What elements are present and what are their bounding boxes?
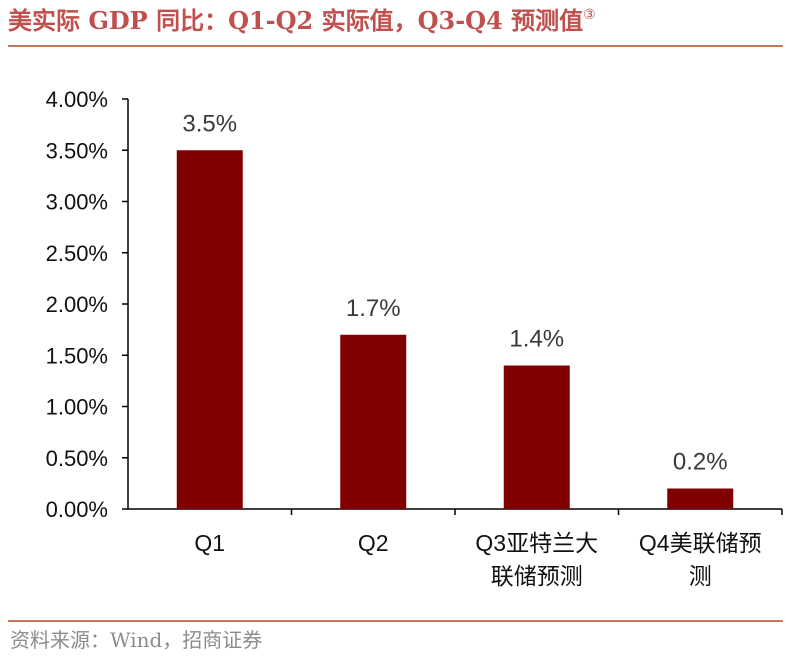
bars [176,150,734,509]
y-tick-label: 4.00% [46,87,108,112]
category-label: Q2 [358,530,389,556]
title-rule [8,45,783,47]
chart-title-note-mark: ③ [583,7,596,23]
y-tick-label: 3.00% [46,190,108,215]
data-label: 1.7% [346,295,401,322]
y-tick-label: 0.50% [46,446,108,471]
bar [176,150,243,509]
chart-title-text: 美实际 GDP 同比：Q1-Q2 实际值，Q3-Q4 预测值 [8,6,584,35]
bar [667,488,734,509]
bar [340,334,407,509]
chart-title: 美实际 GDP 同比：Q1-Q2 实际值，Q3-Q4 预测值③ [8,4,596,38]
data-label: 0.2% [673,449,728,476]
bar [503,365,570,509]
category-label: 测 [689,563,712,589]
category-label: Q4美联储预 [639,530,762,556]
source-note: 资料来源：Wind，招商证券 [10,628,263,652]
y-tick-label: 3.50% [46,138,108,163]
y-tick-label: 1.50% [46,343,108,368]
y-tick-label: 0.00% [46,497,108,522]
data-label: 3.5% [182,110,237,137]
y-tick-label: 2.00% [46,292,108,317]
data-label: 1.4% [509,326,564,353]
category-label: 联储预测 [491,563,583,589]
bar-chart: 0.00% 0.50% 1.00% 1.50% 2.00% 2.50% 3.00% 3.50%… [46,87,783,589]
category-label: Q1 [194,530,225,556]
y-tick-label: 1.00% [46,395,108,420]
footer-rule [8,620,783,622]
category-label: Q3亚特兰大 [475,530,598,556]
labels: 0.00% 0.50% 1.00% 1.50% 2.00% 2.50% 3.00% 3.50%… [46,87,762,589]
y-tick-label: 2.50% [46,241,108,266]
